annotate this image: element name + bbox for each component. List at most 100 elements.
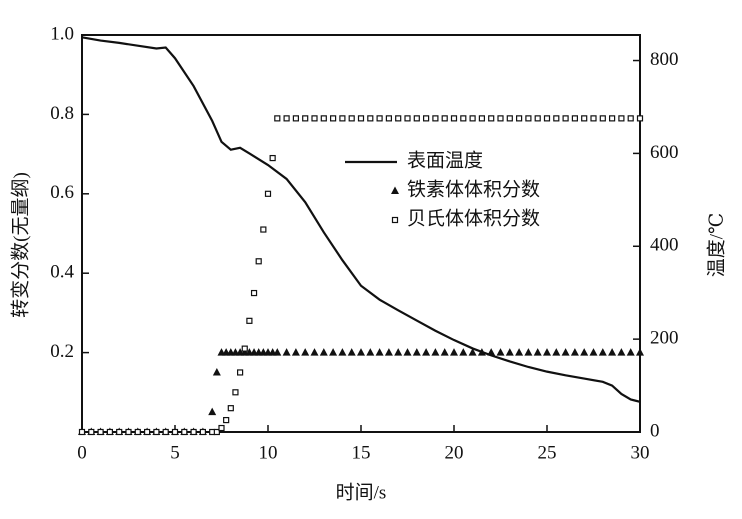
- square-marker: [144, 428, 151, 436]
- y2-tick-label: 200: [650, 327, 679, 348]
- square-marker: [134, 428, 141, 436]
- legend-label: 铁素体体积分数: [407, 178, 540, 200]
- triangle-marker: [505, 348, 514, 356]
- triangle-marker: [477, 348, 486, 356]
- triangle-marker: [617, 348, 626, 356]
- y2-tick-label: 800: [650, 49, 679, 70]
- triangle-marker: [422, 348, 431, 356]
- y-tick-label: 0.2: [50, 341, 74, 362]
- triangle-marker: [440, 348, 449, 356]
- triangle-marker: [357, 348, 365, 356]
- y-tick-label: 0.6: [50, 182, 74, 203]
- square-marker: [269, 154, 276, 162]
- x-tick-label: 10: [259, 442, 278, 463]
- square-marker: [627, 115, 634, 122]
- square-marker: [162, 428, 169, 436]
- x-tick-label: 0: [77, 442, 87, 463]
- triangle-marker: [301, 348, 310, 356]
- y-axis-label: 转变分数(无量纲): [9, 172, 31, 318]
- square-marker: [320, 115, 327, 122]
- square-marker: [255, 258, 262, 265]
- square-marker: [506, 115, 513, 122]
- square-marker: [599, 115, 606, 122]
- triangle-marker: [515, 348, 524, 356]
- square-marker: [106, 428, 114, 436]
- legend-label: 表面温度: [407, 149, 483, 171]
- square-marker: [478, 115, 485, 122]
- triangle-marker: [338, 348, 347, 356]
- triangle-marker: [608, 348, 617, 356]
- y2-tick-label: 600: [650, 142, 679, 163]
- square-marker: [116, 428, 123, 436]
- triangle-marker: [208, 407, 217, 416]
- triangle-marker: [329, 348, 338, 356]
- x-tick-label: 15: [352, 442, 371, 463]
- triangle-marker: [412, 348, 421, 356]
- square-marker: [432, 115, 439, 122]
- triangle-marker: [450, 348, 458, 356]
- x-tick-label: 30: [631, 442, 650, 463]
- y2-tick-label: 0: [650, 420, 660, 441]
- square-marker: [534, 115, 541, 122]
- triangle-marker: [403, 348, 412, 356]
- x-axis-label: 时间/s: [336, 481, 387, 503]
- triangle-marker: [273, 348, 282, 356]
- square-marker: [213, 428, 220, 436]
- square-marker: [553, 115, 560, 122]
- square-marker: [241, 345, 248, 352]
- square-marker: [376, 115, 383, 122]
- triangle-marker: [319, 348, 328, 356]
- square-marker: [264, 190, 272, 197]
- triangle-marker: [431, 348, 440, 356]
- square-marker: [488, 115, 495, 122]
- square-marker: [348, 115, 355, 122]
- triangle-marker: [598, 348, 607, 356]
- square-marker: [250, 289, 258, 297]
- square-marker: [88, 428, 95, 436]
- triangle-marker: [570, 348, 579, 356]
- triangle-marker: [487, 348, 496, 356]
- triangle-marker: [561, 348, 570, 356]
- triangle-marker: [468, 348, 477, 356]
- square-marker: [525, 115, 532, 122]
- triangle-marker: [589, 348, 598, 356]
- square-marker: [153, 428, 160, 436]
- triangle-marker: [394, 348, 403, 356]
- x-tick-label: 5: [170, 442, 180, 463]
- triangle-marker: [310, 348, 319, 356]
- square-marker: [357, 115, 365, 122]
- triangle-marker: [375, 348, 384, 356]
- square-marker: [423, 115, 430, 122]
- square-marker: [608, 115, 616, 122]
- triangle-marker: [212, 367, 221, 376]
- square-marker: [581, 115, 588, 122]
- triangle-marker: [282, 348, 291, 356]
- square-marker: [181, 428, 188, 436]
- triangle-marker: [391, 186, 399, 194]
- square-marker: [543, 115, 551, 122]
- square-marker: [515, 115, 523, 122]
- square-marker: [237, 369, 244, 376]
- square-marker: [97, 428, 104, 436]
- square-marker: [395, 115, 402, 122]
- square-marker: [190, 428, 197, 436]
- square-marker: [218, 424, 225, 432]
- square-marker: [450, 115, 458, 122]
- square-marker: [385, 115, 392, 122]
- triangle-marker: [626, 348, 635, 356]
- triangle-marker: [459, 348, 468, 356]
- square-marker: [404, 115, 411, 122]
- legend-label: 贝氏体体积分数: [407, 207, 540, 229]
- triangle-marker: [366, 348, 375, 356]
- triangle-marker: [347, 348, 356, 356]
- square-marker: [441, 115, 448, 122]
- square-marker: [246, 317, 253, 324]
- x-tick-label: 25: [538, 442, 557, 463]
- square-marker: [590, 115, 597, 122]
- y-tick-label: 1.0: [50, 23, 74, 44]
- square-marker: [199, 428, 206, 436]
- square-marker: [636, 115, 644, 122]
- square-marker: [292, 115, 299, 122]
- square-marker: [330, 115, 337, 122]
